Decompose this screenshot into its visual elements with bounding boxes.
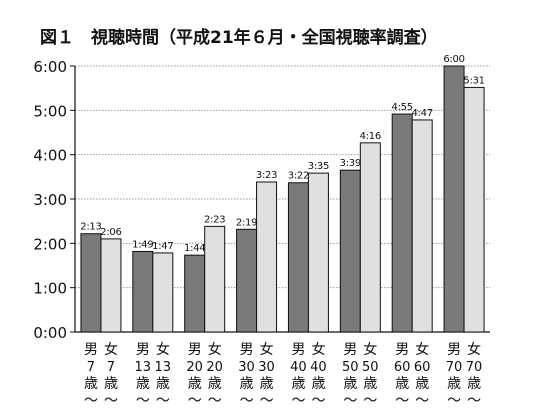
female-category-label: 女 40 歳〜 [310, 341, 327, 409]
female-value-label: 4:16 [360, 131, 381, 142]
male-category-label: 男 40 歳〜 [290, 342, 307, 409]
y-tick-label: 0:00 [33, 324, 67, 342]
male-bar [132, 250, 154, 333]
male-category-label: 男 70 歳〜 [446, 342, 463, 409]
male-category-label: 男 13 歳〜 [135, 342, 152, 409]
female-value-label: 1:47 [152, 241, 173, 252]
male-value-label: 2:13 [80, 222, 101, 233]
male-value-label: 1:49 [132, 239, 153, 250]
male-value-label: 3:22 [288, 171, 309, 182]
male-category-label: 男 7 歳〜 [84, 342, 98, 409]
y-tick-label: 4:00 [33, 147, 67, 165]
female-category-label: 女 60 歳〜 [414, 341, 431, 409]
male-bar [236, 228, 258, 333]
y-tick-label: 6:00 [33, 58, 67, 76]
male-value-label: 3:39 [340, 158, 361, 169]
female-bar [152, 252, 174, 333]
female-bar [204, 225, 226, 333]
female-category-label: 女 13 歳〜 [155, 341, 172, 409]
female-bar [411, 119, 433, 333]
male-bar [443, 65, 465, 333]
chart-title: 図１ 視聴時間（平成21年６月・全国視聴率調査） [40, 27, 438, 48]
male-bar [184, 254, 206, 333]
female-value-label: 3:35 [308, 161, 329, 172]
female-value-label: 2:23 [204, 214, 225, 225]
y-tick-label: 1:00 [33, 280, 67, 298]
female-category-label: 女 30 歳〜 [258, 341, 275, 409]
female-category-label: 女 50 歳〜 [362, 341, 379, 409]
male-category-label: 男 50 歳〜 [342, 342, 359, 409]
female-category-label: 女 20 歳〜 [206, 341, 223, 409]
male-bar [339, 169, 361, 333]
y-tick-label: 3:00 [33, 191, 67, 209]
female-bar [100, 238, 122, 333]
male-value-label: 6:00 [443, 54, 464, 65]
female-bar [307, 172, 329, 333]
male-value-label: 1:44 [184, 243, 205, 254]
female-value-label: 3:23 [256, 170, 277, 181]
male-category-label: 男 20 歳〜 [186, 342, 203, 409]
female-bar [463, 86, 485, 333]
y-tick-label: 2:00 [33, 235, 67, 253]
y-tick-label: 5:00 [33, 102, 67, 120]
male-bar [391, 113, 413, 333]
male-category-label: 男 30 歳〜 [238, 342, 255, 409]
female-bar [256, 181, 278, 333]
male-bar [287, 182, 309, 333]
male-value-label: 2:19 [236, 217, 257, 228]
female-category-label: 女 7 歳〜 [104, 341, 118, 409]
male-category-label: 男 60 歳〜 [394, 342, 411, 409]
male-value-label: 4:55 [392, 102, 413, 113]
male-bar [80, 233, 102, 333]
female-category-label: 女 70 歳〜 [466, 341, 483, 409]
female-value-label: 5:31 [463, 75, 484, 86]
female-value-label: 2:06 [100, 227, 121, 238]
female-value-label: 4:47 [412, 108, 433, 119]
female-bar [359, 142, 381, 333]
